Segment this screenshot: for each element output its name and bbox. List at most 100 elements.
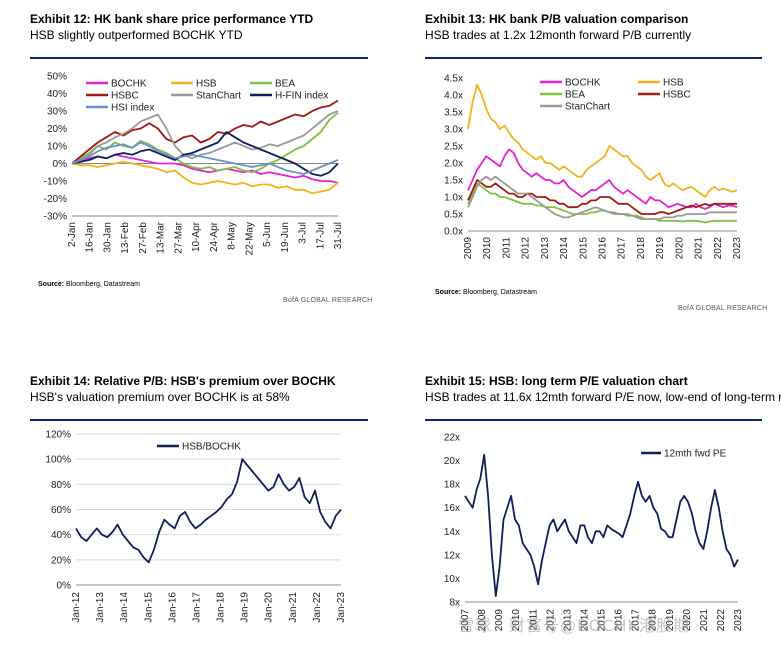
x-tick-label: 2012	[521, 237, 532, 260]
y-tick-label: 0%	[57, 581, 72, 592]
x-tick-label: 2010	[511, 609, 522, 632]
x-tick-label: 22-May	[244, 222, 255, 255]
x-tick-label: 2018	[636, 237, 647, 260]
y-tick-label: 20x	[444, 456, 460, 467]
x-tick-label: 2007	[460, 609, 471, 632]
y-tick-label: -30%	[44, 212, 67, 223]
x-tick-label: Jan-22	[312, 592, 323, 623]
x-tick-label: 27-Mar	[173, 221, 184, 253]
y-tick-label: 60%	[51, 505, 71, 516]
y-tick-label: 14x	[444, 527, 460, 538]
x-tick-label: 2023	[733, 609, 744, 632]
x-tick-label: 2019	[665, 609, 676, 632]
series-line-hsi-index	[71, 141, 339, 175]
x-tick-label: 24-Apr	[209, 221, 220, 252]
x-tick-label: 27-Feb	[138, 222, 149, 254]
x-tick-label: 2009	[494, 609, 505, 632]
exhibit-13: Exhibit 13: HK bank P/B valuation compar…	[425, 12, 762, 59]
exhibit-14: Exhibit 14: Relative P/B: HSB's premium …	[30, 374, 368, 421]
x-tick-label: 10-Apr	[191, 221, 202, 252]
exhibit-12-source: Source: Bloomberg, Datastream	[38, 281, 140, 288]
x-tick-label: 2022	[713, 237, 724, 260]
series-line-hsb-bochk	[75, 458, 342, 564]
exhibit-12-title: Exhibit 12: HK bank share price performa…	[30, 12, 314, 26]
x-tick-label: 3-Jul	[298, 222, 309, 244]
y-tick-label: 40%	[47, 89, 67, 100]
y-tick-label: 1.5x	[444, 176, 463, 187]
series-line-hsb	[71, 160, 339, 195]
legend-label: HSB/BOCHK	[182, 442, 241, 453]
y-tick-label: 20%	[47, 124, 67, 135]
x-tick-label: 13-Mar	[156, 221, 167, 253]
x-tick-label: 2016	[598, 237, 609, 260]
exhibit-12: Exhibit 12: HK bank share price performa…	[30, 12, 368, 59]
x-tick-label: 30-Jan	[102, 222, 113, 253]
x-tick-label: 2016	[614, 609, 625, 632]
chart-1-group: 0.0x 0.5x 1.0x 1.5x 2.0x 2.5x 3.0x 3.5x 4.0x 4.5x…	[444, 74, 743, 260]
y-tick-label: 0.0x	[444, 227, 463, 238]
x-tick-label: Jan-21	[288, 592, 299, 623]
x-tick-label: 2015	[597, 609, 608, 632]
legend-label: HSI index	[111, 103, 154, 114]
series-line-stanchart	[71, 110, 339, 165]
series-line-hsb	[467, 83, 738, 198]
x-tick-label: 2009	[463, 237, 474, 260]
exhibit-13-source-label: Source:	[435, 289, 462, 296]
x-tick-label: 2020	[682, 609, 693, 632]
exhibit-12-source-text: Bloomberg, Datastream	[64, 281, 140, 288]
exhibit-12-rule	[30, 57, 368, 59]
x-tick-label: 5-Jun	[262, 222, 273, 247]
exhibit-15-rule	[425, 419, 762, 421]
x-tick-label: 2012	[545, 609, 556, 632]
y-tick-label: 18x	[444, 480, 460, 491]
legend-label: BEA	[275, 79, 295, 90]
x-tick-label: 2017	[617, 237, 628, 260]
legend-label: H-FIN index	[275, 91, 328, 102]
series-line-hsbc	[71, 99, 339, 165]
x-tick-label: 2022	[716, 609, 727, 632]
y-tick-label: 3.5x	[444, 108, 463, 119]
x-tick-label: 2014	[579, 609, 590, 632]
chart-3-group: 8x 10x 12x 14x 16x 18x 20x 22x 2007 2008 2009 2010 2…	[444, 433, 744, 632]
y-tick-label: 8x	[449, 598, 460, 609]
chart-0-group: -30% -20% -10% 0% 10% 20% 30% 40% 50% 2-Jan 16-Jan…	[44, 72, 344, 256]
series-line-bea	[467, 182, 737, 224]
exhibit-12-bofa: BofA GLOBAL RESEARCH	[283, 297, 373, 304]
exhibit-14-title: Exhibit 14: Relative P/B: HSB's premium …	[30, 374, 336, 388]
exhibit-14-rule	[30, 419, 368, 421]
x-tick-label: 2-Jan	[67, 222, 78, 247]
x-tick-label: 2015	[578, 237, 589, 260]
exhibit-12-subtitle: HSB slightly outperformed BOCHK YTD	[30, 28, 243, 42]
y-tick-label: 100%	[45, 455, 71, 466]
exhibit-13-source: Source: Bloomberg, Datastream	[435, 289, 537, 296]
y-tick-label: 0.5x	[444, 210, 463, 221]
x-tick-label: Jan-20	[264, 592, 275, 623]
legend-bg	[154, 439, 244, 453]
x-tick-label: 2011	[501, 237, 512, 259]
x-tick-label: Jan-13	[95, 592, 106, 623]
series-line-bea	[71, 112, 339, 174]
y-tick-label: 12x	[444, 550, 460, 561]
x-tick-label: 2010	[482, 237, 493, 260]
chart-2-group: 0% 20% 40% 60% 80% 100% 120% Jan-12 Jan-13 Jan-14…	[45, 430, 347, 623]
x-tick-label: 2021	[699, 609, 710, 632]
y-tick-label: 10%	[47, 142, 67, 153]
x-tick-label: 2013	[540, 237, 551, 260]
exhibit-13-rule	[425, 57, 762, 59]
x-tick-label: Jan-12	[71, 592, 82, 623]
y-tick-label: -20%	[44, 194, 67, 205]
x-tick-label: Jan-19	[240, 592, 251, 623]
x-tick-label: 8-May	[227, 222, 238, 250]
legend-label: BOCHK	[565, 78, 601, 89]
x-tick-label: Jan-16	[167, 592, 178, 623]
exhibit-13-bofa: BofA GLOBAL RESEARCH	[678, 305, 768, 312]
x-tick-label: Jan-18	[216, 592, 227, 623]
exhibit-15-title: Exhibit 15: HSB: long term P/E valuation…	[425, 374, 688, 388]
series-line-12mth-fwd-pe	[464, 453, 739, 597]
y-tick-label: 2.0x	[444, 159, 463, 170]
exhibit-14-subtitle: HSB's valuation premium over BOCHK is at…	[30, 390, 290, 404]
x-tick-label: 16-Jan	[85, 222, 96, 253]
legend-label: HSB	[663, 78, 684, 89]
exhibit-12-source-label: Source:	[38, 281, 65, 288]
legend-label: HSBC	[663, 90, 691, 101]
